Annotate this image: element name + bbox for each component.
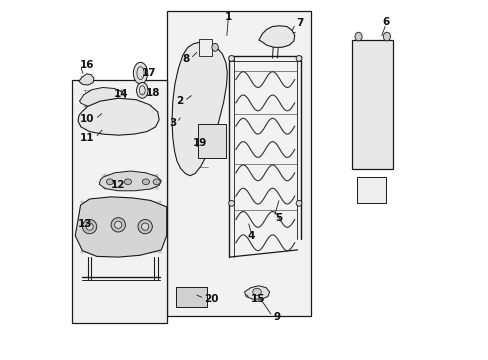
Text: 1: 1: [224, 12, 231, 22]
Text: 19: 19: [192, 139, 206, 148]
Text: 3: 3: [169, 118, 176, 128]
Bar: [176, 287, 206, 307]
Text: 14: 14: [113, 89, 128, 99]
Polygon shape: [79, 74, 94, 85]
Text: 6: 6: [382, 17, 389, 27]
Bar: [351, 40, 392, 169]
Ellipse shape: [111, 218, 125, 232]
Bar: [198, 125, 225, 158]
Text: 20: 20: [204, 294, 219, 304]
Polygon shape: [258, 26, 294, 47]
Ellipse shape: [86, 223, 93, 230]
Polygon shape: [99, 171, 161, 191]
Ellipse shape: [133, 62, 147, 84]
Bar: [72, 80, 167, 323]
Ellipse shape: [296, 201, 301, 206]
Ellipse shape: [153, 179, 160, 185]
Polygon shape: [75, 197, 166, 257]
Ellipse shape: [228, 55, 234, 61]
Text: 7: 7: [296, 18, 303, 28]
Ellipse shape: [124, 179, 131, 185]
Bar: [198, 39, 212, 56]
Text: 18: 18: [145, 88, 160, 98]
Text: 15: 15: [250, 294, 265, 304]
Text: 12: 12: [111, 180, 125, 190]
Ellipse shape: [211, 43, 218, 51]
Ellipse shape: [383, 32, 389, 41]
Text: 5: 5: [274, 213, 282, 222]
Text: 11: 11: [80, 133, 94, 143]
Ellipse shape: [354, 32, 362, 41]
Ellipse shape: [296, 55, 301, 61]
Ellipse shape: [106, 179, 113, 185]
Polygon shape: [80, 87, 125, 108]
Polygon shape: [244, 286, 269, 299]
Text: 8: 8: [183, 54, 190, 64]
Ellipse shape: [142, 223, 148, 230]
Ellipse shape: [115, 221, 122, 228]
Bar: [167, 12, 310, 316]
Ellipse shape: [142, 179, 149, 185]
Text: 2: 2: [176, 96, 183, 106]
Ellipse shape: [136, 82, 148, 98]
Polygon shape: [78, 98, 159, 135]
Text: 13: 13: [78, 219, 92, 229]
Polygon shape: [172, 42, 227, 176]
Ellipse shape: [82, 220, 97, 234]
Ellipse shape: [138, 220, 152, 234]
Ellipse shape: [228, 201, 234, 206]
Text: 10: 10: [80, 114, 94, 124]
Text: 17: 17: [142, 68, 157, 78]
Text: 9: 9: [273, 312, 280, 322]
Ellipse shape: [252, 288, 261, 296]
Bar: [357, 177, 386, 203]
Text: 16: 16: [80, 59, 94, 69]
Text: 4: 4: [247, 231, 255, 240]
